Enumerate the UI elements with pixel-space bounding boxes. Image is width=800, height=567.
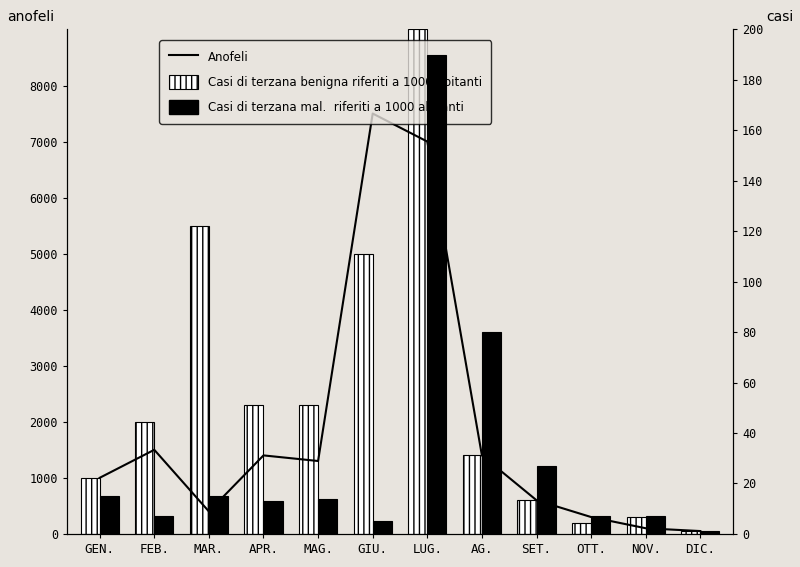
Bar	[572, 523, 591, 534]
Bar	[427, 54, 446, 534]
Bar	[81, 478, 100, 534]
Bar	[682, 531, 700, 534]
Bar	[462, 455, 482, 534]
Bar	[135, 422, 154, 534]
Bar	[154, 516, 174, 534]
Bar	[100, 496, 118, 534]
Text: anofeli: anofeli	[7, 10, 54, 24]
Bar	[482, 332, 501, 534]
Bar	[700, 531, 719, 534]
Bar	[354, 253, 373, 534]
Bar	[190, 226, 209, 534]
Bar	[646, 516, 665, 534]
Bar	[408, 29, 427, 534]
Bar	[299, 405, 318, 534]
Bar	[318, 498, 338, 534]
Bar	[537, 466, 556, 534]
Bar	[263, 501, 282, 534]
Bar	[591, 516, 610, 534]
Legend: Anofeli, Casi di terzana benigna riferiti a 1000 abitanti, Casi di terzana mal. : Anofeli, Casi di terzana benigna riferit…	[159, 40, 491, 124]
Bar	[373, 521, 392, 534]
Bar	[244, 405, 263, 534]
Bar	[626, 517, 646, 534]
Bar	[209, 496, 228, 534]
Text: casi: casi	[766, 10, 793, 24]
Bar	[518, 500, 537, 534]
